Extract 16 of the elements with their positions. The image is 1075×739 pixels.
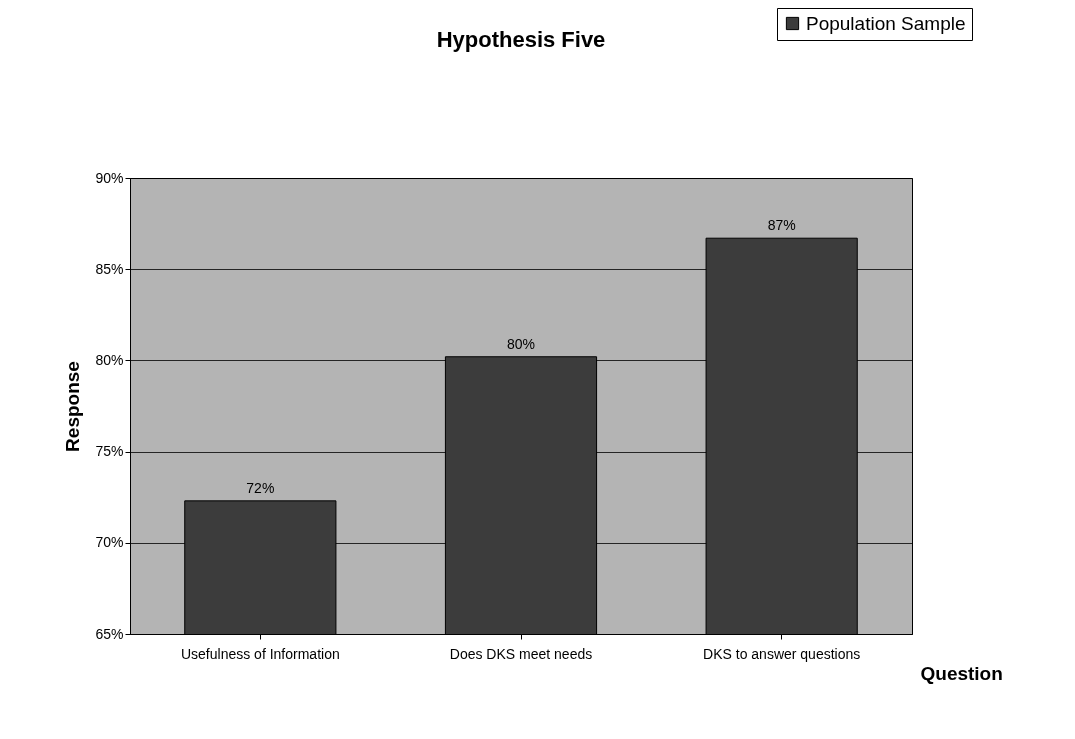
y-tick-label: 80%: [95, 351, 124, 368]
y-tick-label: 75%: [95, 443, 124, 460]
data-label: 80%: [506, 335, 536, 352]
y-tick-label: 85%: [95, 260, 124, 277]
data-label: 87%: [767, 217, 796, 234]
chart-title: Hypothesis Five: [436, 26, 606, 52]
x-axis-title: Question: [920, 662, 1003, 684]
x-tick-label: DKS to answer questions: [703, 645, 861, 662]
legend-label: Population Sample: [806, 12, 966, 34]
x-tick-label: Does DKS meet needs: [449, 645, 593, 662]
data-label: 72%: [246, 479, 275, 496]
y-axis-title: Response: [62, 361, 84, 452]
y-tick-label: 90%: [95, 169, 124, 186]
y-tick-label: 70%: [95, 534, 124, 551]
x-tick-label: Usefulness of Information: [180, 645, 340, 662]
y-tick-label: 65%: [95, 625, 124, 642]
